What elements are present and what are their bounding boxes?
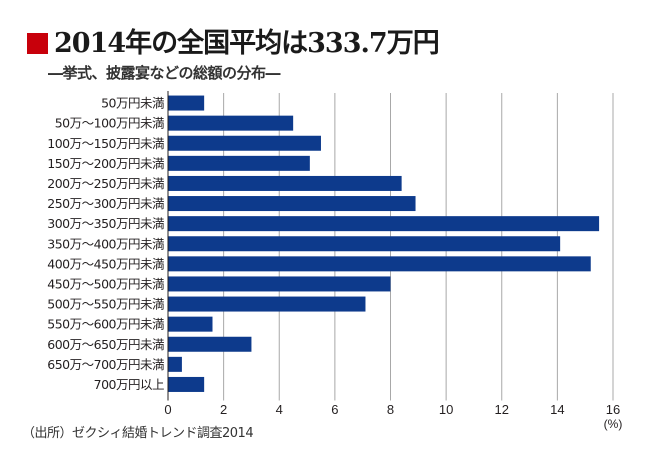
bar [168, 376, 205, 392]
x-tick-label: 2 [220, 402, 227, 417]
category-label: 400万～450万円未満 [47, 256, 164, 271]
category-label: 700万円以上 [94, 377, 164, 392]
bar [168, 296, 366, 312]
category-label: 250万～300万円未満 [47, 196, 164, 211]
x-tick-label: 12 [495, 402, 509, 417]
x-axis-unit-label: (%) [604, 417, 623, 431]
x-tick-label: 8 [387, 402, 394, 417]
bar [168, 236, 561, 252]
chart-title-block: 2014年の全国平均は333.7万円 [27, 28, 440, 59]
bar [168, 196, 416, 212]
category-label: 350万～400万円未満 [47, 236, 164, 251]
bar [168, 216, 600, 232]
x-tick-label: 4 [276, 402, 283, 417]
category-label: 50万円未満 [101, 96, 164, 111]
category-label: 50万～100万円未満 [55, 116, 164, 131]
title-accent-square [27, 33, 48, 54]
bar [168, 316, 213, 332]
category-label: 650万～700万円未満 [47, 357, 164, 372]
category-label: 150万～200万円未満 [47, 156, 164, 171]
chart-subtitle: ―挙式、披露宴などの総額の分布― [48, 64, 281, 82]
category-label: 450万～500万円未満 [47, 276, 164, 291]
category-label: 500万～550万円未満 [47, 297, 164, 312]
bar [168, 336, 252, 352]
chart-title: 2014年の全国平均は333.7万円 [54, 28, 440, 59]
category-label: 100万～150万円未満 [47, 136, 164, 151]
bar [168, 115, 294, 131]
x-tick-label: 6 [331, 402, 338, 417]
bar [168, 95, 205, 111]
bar [168, 135, 321, 151]
bar [168, 155, 310, 171]
category-label: 600万～650万円未満 [47, 337, 164, 352]
bar [168, 175, 402, 191]
category-label: 200万～250万円未満 [47, 176, 164, 191]
x-tick-label: 10 [439, 402, 453, 417]
category-label: 550万～600万円未満 [47, 317, 164, 332]
bar [168, 356, 182, 372]
bar [168, 256, 591, 272]
bar [168, 276, 391, 292]
category-label: 300万～350万円未満 [47, 216, 164, 231]
source-note: （出所）ゼクシィ結婚トレンド調査2014 [22, 426, 254, 441]
x-tick-label: 0 [164, 402, 171, 417]
x-tick-label: 16 [606, 402, 620, 417]
x-tick-label: 14 [550, 402, 564, 417]
